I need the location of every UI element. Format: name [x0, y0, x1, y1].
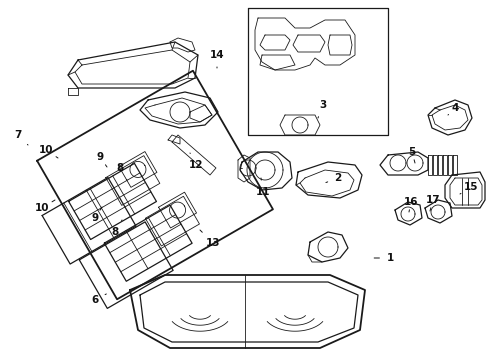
Text: 17: 17 — [426, 195, 441, 211]
Text: 10: 10 — [35, 200, 55, 213]
Text: 2: 2 — [326, 173, 342, 183]
Text: 12: 12 — [189, 153, 203, 170]
Text: 9: 9 — [97, 152, 107, 167]
Text: 10: 10 — [39, 145, 58, 158]
Text: 13: 13 — [200, 230, 220, 248]
Text: 6: 6 — [91, 294, 106, 305]
Text: 4: 4 — [448, 103, 459, 115]
Text: 5: 5 — [408, 147, 416, 163]
Text: 3: 3 — [318, 100, 327, 118]
Text: 14: 14 — [210, 50, 224, 68]
Text: 11: 11 — [256, 178, 270, 197]
Text: 8: 8 — [117, 163, 127, 180]
Text: 1: 1 — [374, 253, 393, 263]
Text: 8: 8 — [111, 220, 122, 237]
Text: 16: 16 — [404, 197, 418, 212]
Text: 15: 15 — [460, 182, 478, 194]
Text: 7: 7 — [14, 130, 28, 145]
Text: 9: 9 — [92, 207, 102, 223]
